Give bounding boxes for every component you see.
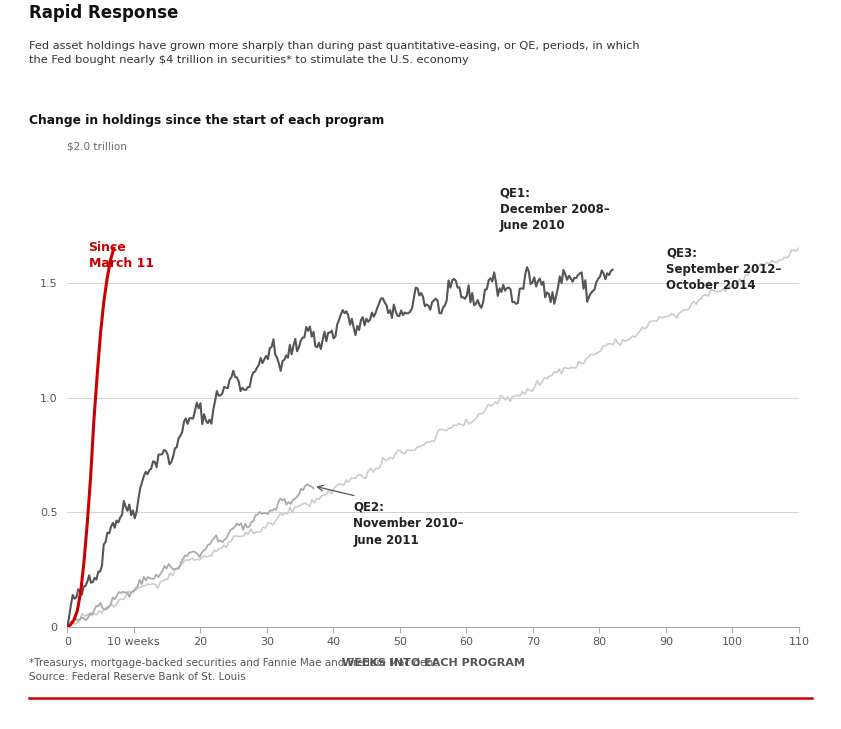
Text: QE3:
September 2012–
October 2014: QE3: September 2012– October 2014 — [666, 246, 781, 292]
X-axis label: WEEKS INTO EACH PROGRAM: WEEKS INTO EACH PROGRAM — [341, 658, 525, 668]
Text: *Treasurys, mortgage-backed securities and Fannie Mae and Freddie Mac debt
Sourc: *Treasurys, mortgage-backed securities a… — [29, 658, 437, 682]
Text: Fed asset holdings have grown more sharply than during past quantitative-easing,: Fed asset holdings have grown more sharp… — [29, 41, 640, 65]
Text: Since
March 11: Since March 11 — [88, 241, 154, 270]
Text: $2.0 trillion: $2.0 trillion — [67, 141, 127, 151]
Text: Rapid Response: Rapid Response — [29, 4, 179, 23]
Text: Change in holdings since the start of each program: Change in holdings since the start of ea… — [29, 114, 384, 127]
Text: QE1:
December 2008–
June 2010: QE1: December 2008– June 2010 — [500, 187, 610, 233]
Text: QE2:
November 2010–
June 2011: QE2: November 2010– June 2011 — [353, 501, 463, 547]
